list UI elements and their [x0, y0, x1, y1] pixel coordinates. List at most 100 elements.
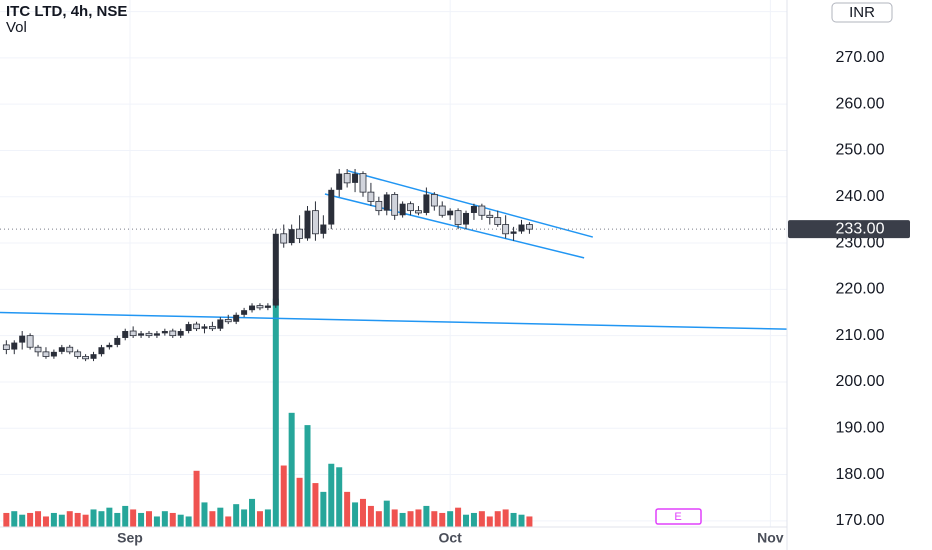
- currency-label: INR: [849, 4, 875, 21]
- candle-body: [454, 210, 462, 225]
- volume-bar: [391, 509, 398, 527]
- candle-body: [217, 319, 224, 329]
- trendline: [0, 311, 788, 330]
- candle-body: [50, 351, 57, 357]
- volume-bar: [312, 483, 319, 527]
- candle-body: [114, 337, 121, 345]
- candle-body: [11, 342, 18, 350]
- candle-body: [304, 210, 311, 239]
- candle-body: [336, 173, 343, 190]
- candle-body: [201, 326, 208, 329]
- volume-bar: [153, 516, 160, 527]
- volume-bar: [241, 509, 248, 527]
- candle-body: [161, 331, 168, 334]
- volume-bar: [272, 298, 279, 527]
- currency-button[interactable]: [831, 2, 893, 23]
- candle-body: [177, 331, 184, 336]
- candle-body: [224, 319, 232, 323]
- volume-bar: [106, 507, 113, 527]
- candle-body: [510, 231, 517, 234]
- volume-bar: [367, 505, 374, 527]
- volume-bar: [439, 512, 446, 527]
- volume-bar: [359, 498, 366, 527]
- volume-bar: [383, 500, 390, 527]
- volume-bar: [463, 514, 470, 527]
- volume-bar: [526, 516, 533, 527]
- candle-body: [328, 189, 335, 225]
- candle-body: [296, 228, 303, 239]
- candle-body: [478, 205, 486, 216]
- candle-body: [19, 335, 26, 343]
- candle-body: [383, 194, 390, 211]
- candle-body: [518, 224, 525, 232]
- candle-body: [438, 205, 446, 216]
- volume-bar: [423, 505, 430, 527]
- candle-body: [312, 210, 319, 235]
- volume-bar: [66, 511, 73, 527]
- volume-bar: [296, 477, 303, 527]
- candle-body: [415, 210, 422, 214]
- candle-body: [272, 233, 279, 306]
- x-tick-label: Sep: [117, 530, 143, 546]
- last-price-label: 233.00: [836, 220, 885, 237]
- candle-body: [288, 229, 295, 244]
- volume-bar: [470, 512, 477, 527]
- candle-body: [470, 206, 477, 213]
- candle-body: [343, 173, 351, 184]
- candle-body: [494, 217, 502, 225]
- candle-body: [249, 305, 256, 311]
- y-tick-label: 250.00: [836, 142, 885, 159]
- candle-body: [526, 224, 533, 230]
- x-tick-label: Oct: [438, 530, 462, 546]
- trendline: [347, 170, 594, 238]
- volume-bar: [74, 512, 81, 527]
- volume-bar: [399, 512, 406, 527]
- volume-bar: [138, 512, 145, 527]
- candle-body: [90, 354, 97, 359]
- volume-bar: [50, 512, 57, 527]
- candle-body: [280, 233, 288, 244]
- volume-bar: [177, 514, 184, 527]
- candle-body: [359, 173, 367, 193]
- volume-bar: [280, 465, 287, 527]
- volume-bar: [161, 511, 168, 527]
- y-tick-label: 210.00: [836, 327, 885, 344]
- candle-body: [193, 323, 200, 330]
- volume-bar: [375, 511, 382, 527]
- candle-body: [502, 224, 510, 235]
- x-tick-label: Nov: [757, 530, 784, 546]
- candle-body: [2, 344, 10, 350]
- volume-bar: [217, 507, 224, 527]
- volume-bar: [122, 505, 129, 527]
- volume-bar: [82, 514, 89, 527]
- y-tick-label: 200.00: [836, 373, 885, 390]
- volume-label: Vol: [6, 19, 27, 36]
- volume-bar: [518, 514, 525, 527]
- candle-body: [66, 346, 74, 353]
- y-tick-label: 180.00: [836, 466, 885, 483]
- volume-bar: [415, 509, 422, 527]
- candle-body: [74, 351, 82, 357]
- y-tick-label: 240.00: [836, 188, 885, 205]
- volume-bar: [201, 502, 208, 527]
- y-tick-label: 220.00: [836, 281, 885, 298]
- candle-body: [375, 200, 383, 212]
- volume-bar: [264, 509, 271, 527]
- candle-body: [320, 224, 327, 234]
- volume-bar: [288, 412, 295, 527]
- volume-bar: [494, 511, 501, 527]
- candle-body: [391, 194, 399, 216]
- candle-body: [98, 347, 105, 355]
- volume-bar: [233, 504, 240, 527]
- candle-body: [399, 203, 406, 216]
- volume-bar: [249, 498, 256, 527]
- candle-body: [407, 203, 414, 212]
- price-axis: [787, 0, 932, 550]
- candle-body: [486, 214, 494, 218]
- candle-body: [42, 351, 50, 357]
- candle-body: [129, 330, 137, 337]
- volume-bar: [98, 511, 105, 527]
- y-tick-label: 270.00: [836, 49, 885, 66]
